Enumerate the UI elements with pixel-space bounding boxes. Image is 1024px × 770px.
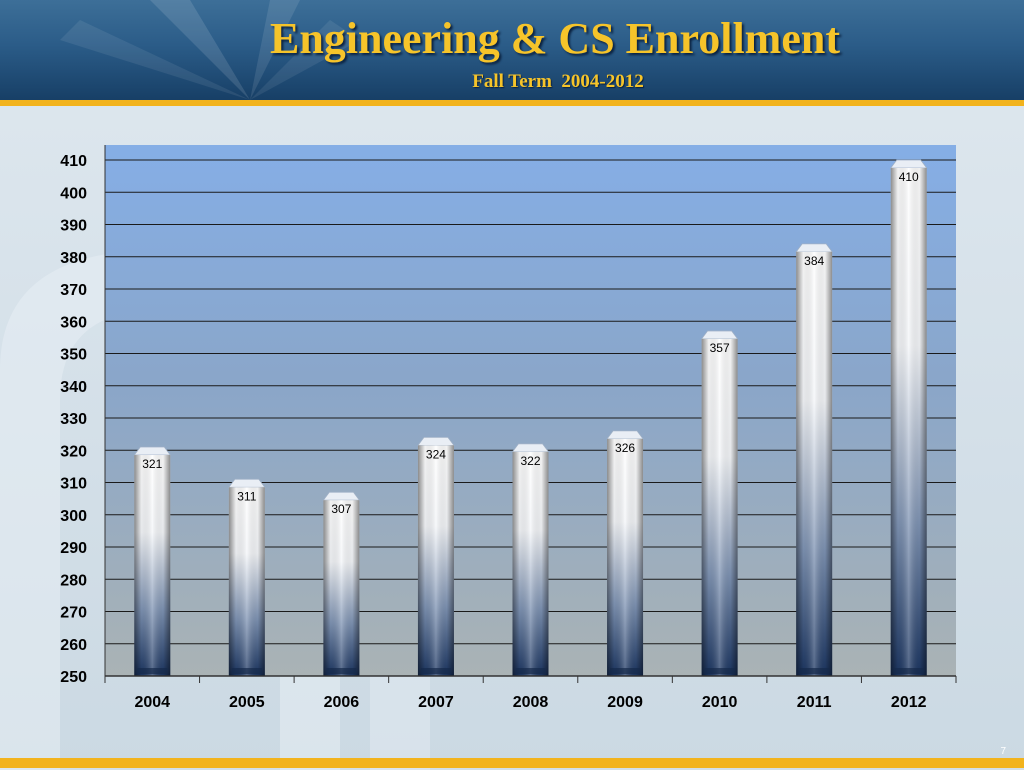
bar-cap	[511, 443, 550, 453]
bar-shading	[512, 451, 549, 676]
bar-base	[137, 668, 168, 674]
y-tick-label: 370	[60, 282, 87, 299]
bar-shading	[134, 455, 171, 676]
bar-shading	[701, 338, 738, 676]
y-tick-label: 320	[60, 443, 87, 460]
bar-2008	[511, 443, 550, 676]
y-tick-label: 340	[60, 379, 87, 396]
y-tick-label: 310	[60, 476, 87, 493]
x-tick-label: 2005	[229, 694, 265, 711]
bar-2007	[417, 436, 455, 676]
bar-cap	[133, 446, 172, 456]
bar-base	[231, 668, 262, 674]
data-label: 311	[237, 489, 256, 503]
x-tick-label: 2010	[702, 694, 738, 711]
bar-base	[515, 668, 546, 674]
slide-subtitle: Fall Term 2004-2012	[472, 71, 644, 92]
bar-shading	[417, 445, 454, 676]
y-tick-label: 390	[60, 218, 87, 235]
data-label: 321	[142, 457, 162, 471]
y-tick-label: 270	[60, 605, 87, 622]
bar-base	[704, 668, 735, 674]
bar-2005	[228, 478, 266, 676]
data-label: 384	[804, 254, 824, 268]
y-tick-label: 330	[60, 411, 87, 428]
header-decoration	[60, 0, 360, 100]
y-tick-label: 300	[60, 508, 87, 525]
bar-cap	[417, 436, 455, 446]
footer-stripe	[0, 758, 1024, 768]
data-label: 307	[331, 502, 351, 516]
bar-2011	[795, 243, 833, 676]
bar-cap	[606, 430, 644, 440]
x-tick-label: 2004	[134, 694, 170, 711]
bar-shading	[607, 438, 644, 676]
y-tick-label: 400	[60, 185, 87, 202]
x-tick-label: 2006	[324, 694, 360, 711]
page-number: 7	[1000, 746, 1006, 757]
bar-cap	[889, 159, 928, 169]
y-tick-label: 350	[60, 347, 87, 364]
bar-cap	[795, 243, 833, 253]
x-tick-label: 2009	[607, 694, 643, 711]
bar-shading	[323, 500, 360, 676]
bar-cap	[322, 491, 361, 501]
y-tick-label: 380	[60, 250, 87, 267]
bar-2009	[606, 430, 644, 676]
data-label: 410	[899, 170, 919, 184]
bar-shading	[228, 487, 265, 676]
x-tick-label: 2007	[418, 694, 454, 711]
bar-base	[799, 668, 830, 674]
x-tick-label: 2012	[891, 694, 927, 711]
bar-base	[326, 668, 357, 674]
bar-base	[893, 668, 924, 674]
bar-base	[420, 668, 451, 674]
x-tick-label: 2008	[513, 694, 549, 711]
bar-2004	[133, 446, 172, 676]
bar-shading	[890, 168, 927, 676]
y-tick-label: 280	[60, 572, 87, 589]
y-tick-label: 260	[60, 637, 87, 654]
y-tick-label: 360	[60, 314, 87, 331]
slide-header	[0, 0, 1024, 100]
bar-2006	[322, 491, 361, 676]
data-label: 322	[520, 454, 540, 468]
bar-2010	[700, 330, 739, 676]
y-tick-label: 410	[60, 153, 87, 170]
y-tick-label: 290	[60, 540, 87, 557]
bar-2012	[889, 159, 928, 676]
bar-base	[610, 668, 641, 674]
bar-shading	[796, 251, 833, 676]
data-label: 324	[426, 447, 446, 461]
header-stripe	[0, 100, 1024, 106]
x-tick-label: 2011	[797, 694, 832, 711]
bar-cap	[700, 330, 739, 340]
bar-cap	[228, 478, 266, 488]
data-label: 357	[710, 341, 730, 355]
y-tick-label: 250	[60, 669, 87, 686]
slide-title: Engineering & CS Enrollment	[269, 14, 840, 63]
data-label: 326	[615, 441, 635, 455]
